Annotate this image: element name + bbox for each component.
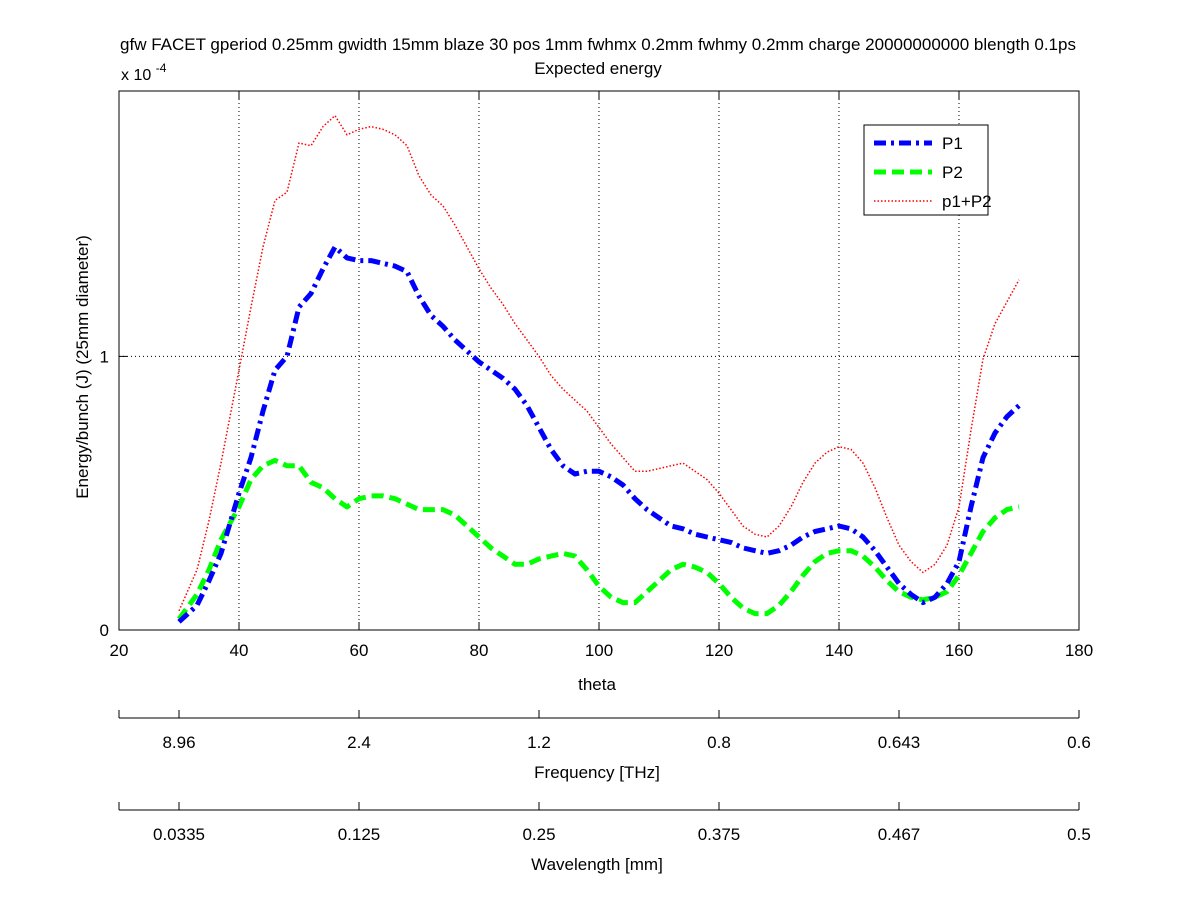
frequency-tick-label: 0.6 <box>1067 733 1091 752</box>
x-tick-label: 20 <box>110 641 129 660</box>
legend-label-p1-p2: p1+P2 <box>942 192 992 211</box>
y-exponent-base: x 10 <box>121 67 151 84</box>
y-tick-label: 1 <box>100 347 109 366</box>
x-tick-label: 60 <box>350 641 369 660</box>
series-line-p2 <box>176 457 1020 621</box>
grid-lines <box>119 91 1079 630</box>
legend-label-p1: P1 <box>942 134 963 153</box>
x-tick-label: 120 <box>705 641 733 660</box>
y-exponent-power: -4 <box>156 61 167 75</box>
x-tick-label: 180 <box>1065 641 1093 660</box>
legend-label-p2: P2 <box>942 163 963 182</box>
x-axis-label: theta <box>578 675 616 694</box>
wavelength-tick-label: 0.125 <box>338 825 381 844</box>
series-line-p1 <box>177 244 1021 624</box>
y-tick-label: 0 <box>100 621 109 640</box>
frequency-tick-label: 8.96 <box>162 733 195 752</box>
x-tick-label: 40 <box>230 641 249 660</box>
frequency-tick-label: 0.643 <box>878 733 921 752</box>
x-tick-label: 80 <box>470 641 489 660</box>
secondary-axes: 8.96 2.4 1.2 0.8 0.643 0.6 Frequency [THz] 0.03… <box>118 710 1091 874</box>
series-lines <box>176 114 1021 624</box>
wavelength-tick-label: 0.0335 <box>153 825 205 844</box>
chart-title-line1: gfw FACET gperiod 0.25mm gwidth 15mm bla… <box>120 35 1076 54</box>
frequency-tick-label: 2.4 <box>347 733 371 752</box>
wavelength-tick-label: 0.5 <box>1067 825 1091 844</box>
chart-title-line2: Expected energy <box>534 59 662 78</box>
wavelength-tick-label: 0.467 <box>878 825 921 844</box>
frequency-tick-label: 1.2 <box>527 733 551 752</box>
frequency-axis-label: Frequency [THz] <box>534 763 660 782</box>
frequency-tick-label: 0.8 <box>707 733 731 752</box>
wavelength-tick-label: 0.25 <box>522 825 555 844</box>
x-tick-label: 140 <box>825 641 853 660</box>
legend: P1 P2 p1+P2 <box>863 124 992 216</box>
y-exponent-label: x 10 -4 <box>121 61 167 84</box>
axis-ticks: 20 40 60 80 100 120 140 160 180 0 1 <box>100 91 1093 660</box>
wavelength-axis-label: Wavelength [mm] <box>531 855 663 874</box>
x-tick-label: 160 <box>945 641 973 660</box>
wavelength-tick-label: 0.375 <box>698 825 741 844</box>
y-axis-label: Energy/bunch (J) (25mm diameter) <box>73 235 92 499</box>
x-tick-label: 100 <box>585 641 613 660</box>
